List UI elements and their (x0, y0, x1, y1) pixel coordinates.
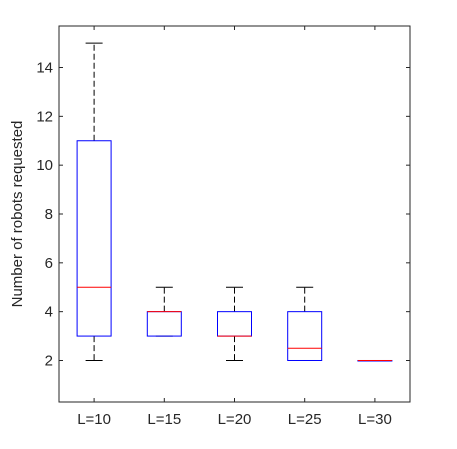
x-tick-label: L=25 (288, 411, 322, 428)
y-tick-label: 2 (45, 352, 53, 369)
iqr-box (76, 140, 112, 337)
x-axis-ticks: L=10 L=15 L=20 L=25 L=30 (77, 26, 392, 428)
box-l-30 (357, 359, 393, 362)
y-axis-ticks: 2 4 6 8 10 12 14 (36, 60, 410, 369)
y-tick-label: 6 (45, 255, 53, 272)
x-tick-label: L=20 (218, 411, 252, 428)
box-l-20 (217, 286, 252, 361)
box-l-25 (287, 286, 323, 361)
y-tick-label: 10 (36, 157, 53, 174)
x-tick-label: L=10 (77, 411, 111, 428)
y-tick-label: 12 (36, 108, 53, 125)
boxes-layer (76, 42, 393, 362)
y-axis-label: Number of robots requested (9, 121, 26, 308)
box-l-15 (146, 286, 182, 337)
y-tick-label: 14 (36, 60, 53, 77)
box-l-10 (76, 42, 112, 361)
y-tick-label: 8 (45, 206, 53, 223)
x-tick-label: L=15 (147, 411, 181, 428)
iqr-box (287, 311, 323, 361)
y-tick-label: 4 (45, 304, 53, 321)
x-tick-label: L=30 (358, 411, 392, 428)
